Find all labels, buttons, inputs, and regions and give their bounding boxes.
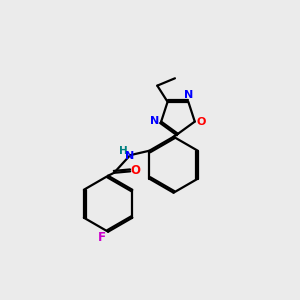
Text: O: O [130, 164, 140, 177]
Text: F: F [98, 230, 106, 244]
Text: O: O [196, 117, 206, 127]
Text: N: N [125, 151, 134, 161]
Text: N: N [184, 90, 193, 100]
Text: N: N [150, 116, 159, 126]
Text: H: H [119, 146, 128, 156]
